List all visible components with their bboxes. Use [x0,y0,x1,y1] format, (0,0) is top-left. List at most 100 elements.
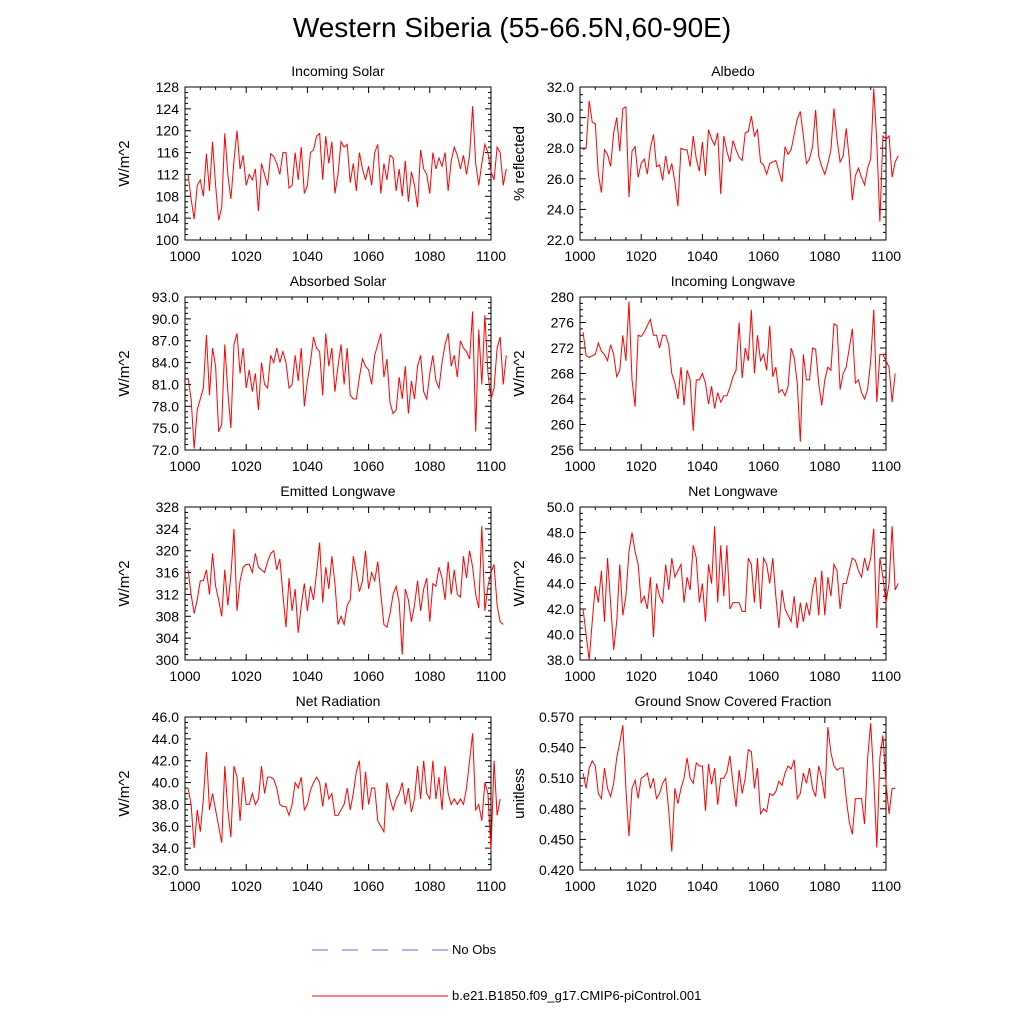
panel-title-incoming-longwave: Incoming Longwave [671,273,796,289]
y-tick-label-incoming-longwave: 256 [551,442,575,458]
panel-title-net-radiation: Net Radiation [296,693,381,709]
x-tick-label-incoming-longwave: 1000 [564,458,595,474]
y-tick-label-incoming-longwave: 268 [551,366,575,382]
panel-emitted-longwave: Emitted Longwave W/m^2 1000 1020 1040 1060 108… [116,483,506,684]
x-tick-label-incoming-solar: 1080 [414,248,445,264]
x-tick-label-albedo: 1100 [871,248,901,264]
y-axis-label-emitted-longwave: W/m^2 [116,560,133,606]
series-line-incoming-solar [187,106,507,221]
x-tick-label-albedo: 1040 [687,248,718,264]
y-tick-label-emitted-longwave: 324 [156,521,180,537]
y-tick-label-ground-snow-covered-fraction: 0.540 [539,740,574,756]
x-tick-label-absorbed-solar: 1080 [414,458,445,474]
x-tick-label-ground-snow-covered-fraction: 1060 [748,878,779,894]
x-tick-label-emitted-longwave: 1040 [292,668,323,684]
x-tick-label-albedo: 1000 [564,248,595,264]
x-tick-label-albedo: 1080 [809,248,840,264]
y-tick-label-emitted-longwave: 308 [156,608,180,624]
panel-title-albedo: Albedo [711,63,755,79]
x-tick-label-incoming-solar: 1020 [231,248,262,264]
y-axis-label-incoming-solar: W/m^2 [116,140,133,186]
series-line-incoming-longwave [582,301,896,442]
x-tick-label-net-radiation: 1000 [169,878,200,894]
x-tick-label-net-longwave: 1040 [687,668,718,684]
y-tick-label-ground-snow-covered-fraction: 0.480 [539,801,574,817]
y-tick-label-net-radiation: 40.0 [152,775,179,791]
panel-net-radiation: Net Radiation W/m^2 1000 1020 1040 1060 1080 11… [116,693,506,894]
y-tick-label-emitted-longwave: 300 [156,652,180,668]
legend-label-no-obs: No Obs [452,942,497,957]
y-tick-label-net-longwave: 48.0 [547,525,574,541]
y-tick-label-incoming-solar: 112 [157,166,180,182]
x-tick-label-emitted-longwave: 1080 [414,668,445,684]
panel-net-longwave: Net Longwave W/m^2 1000 1020 1040 1060 1080 110… [511,483,901,684]
panel-absorbed-solar: Absorbed Solar W/m^2 1000 1020 1040 1060 1080 1… [116,273,507,474]
y-tick-label-absorbed-solar: 72.0 [152,442,179,458]
x-tick-label-net-radiation: 1020 [231,878,262,894]
y-tick-label-absorbed-solar: 87.0 [152,333,179,349]
panel-albedo: Albedo % reflected 1000 1020 1040 1060 1080 110… [511,63,901,264]
y-tick-label-albedo: 30.0 [547,110,574,126]
x-tick-label-ground-snow-covered-fraction: 1080 [809,878,840,894]
x-tick-label-absorbed-solar: 1100 [476,458,506,474]
y-tick-label-emitted-longwave: 328 [156,499,180,515]
y-tick-label-net-longwave: 46.0 [547,550,574,566]
y-tick-label-incoming-solar: 108 [156,188,180,204]
y-axis-label-net-radiation: W/m^2 [116,770,133,816]
x-tick-label-ground-snow-covered-fraction: 1100 [871,878,901,894]
panel-incoming-solar: Incoming Solar W/m^2 1000 1020 1040 1060 1080 1… [116,63,507,264]
y-tick-label-net-longwave: 38.0 [547,652,574,668]
plot-frame-incoming-solar [184,86,492,241]
x-tick-label-incoming-longwave: 1020 [626,458,657,474]
panel-ground-snow-covered-fraction: Ground Snow Covered Fraction unitless 1000… [511,693,901,894]
y-tick-label-incoming-solar: 100 [156,232,180,248]
series-line-net-longwave [582,526,899,661]
panel-title-absorbed-solar: Absorbed Solar [290,273,387,289]
x-tick-label-emitted-longwave: 1020 [231,668,262,684]
plot-frame-net-longwave [579,506,887,661]
plot-frame-incoming-longwave [579,296,887,451]
x-tick-label-albedo: 1020 [626,248,657,264]
panel-title-ground-snow-covered-fraction: Ground Snow Covered Fraction [635,693,832,709]
y-tick-label-albedo: 24.0 [547,201,574,217]
y-tick-label-incoming-longwave: 276 [551,315,575,331]
x-tick-label-absorbed-solar: 1040 [292,458,323,474]
y-axis-label-incoming-longwave: W/m^2 [511,350,528,396]
y-tick-label-absorbed-solar: 90.0 [152,311,179,327]
page-title: Western Siberia (55-66.5N,60-90E) [292,12,732,43]
y-axis-label-net-longwave: W/m^2 [511,560,528,606]
y-tick-label-net-longwave: 40.0 [547,627,574,643]
x-tick-label-net-radiation: 1080 [414,878,445,894]
y-tick-label-absorbed-solar: 78.0 [152,398,179,414]
x-tick-label-absorbed-solar: 1060 [353,458,384,474]
x-tick-label-net-longwave: 1060 [748,668,779,684]
y-tick-label-ground-snow-covered-fraction: 0.420 [539,862,574,878]
x-tick-label-absorbed-solar: 1020 [231,458,262,474]
x-tick-label-emitted-longwave: 1060 [353,668,384,684]
y-tick-label-albedo: 28.0 [547,140,574,156]
x-tick-label-ground-snow-covered-fraction: 1000 [564,878,595,894]
x-tick-label-incoming-solar: 1000 [169,248,200,264]
y-tick-label-net-radiation: 44.0 [152,731,179,747]
y-tick-label-incoming-longwave: 280 [551,289,575,305]
series-line-absorbed-solar [187,311,507,449]
x-tick-label-net-radiation: 1040 [292,878,323,894]
series-line-net-radiation [187,733,501,851]
x-tick-label-net-longwave: 1100 [871,668,901,684]
x-tick-label-incoming-longwave: 1080 [809,458,840,474]
x-tick-label-incoming-longwave: 1040 [687,458,718,474]
y-axis-label-ground-snow-covered-fraction: unitless [511,768,528,819]
x-tick-label-incoming-longwave: 1100 [871,458,901,474]
y-tick-label-net-longwave: 44.0 [547,576,574,592]
x-tick-label-incoming-solar: 1100 [476,248,506,264]
panel-title-emitted-longwave: Emitted Longwave [280,483,395,499]
legend-label-model: b.e21.B1850.f09_g17.CMIP6-piControl.001 [452,988,702,1003]
x-tick-label-net-longwave: 1000 [564,668,595,684]
y-tick-label-absorbed-solar: 93.0 [152,289,179,305]
y-tick-label-incoming-longwave: 264 [551,391,575,407]
x-tick-label-incoming-solar: 1040 [292,248,323,264]
x-tick-label-emitted-longwave: 1100 [476,668,506,684]
x-tick-label-net-radiation: 1060 [353,878,384,894]
